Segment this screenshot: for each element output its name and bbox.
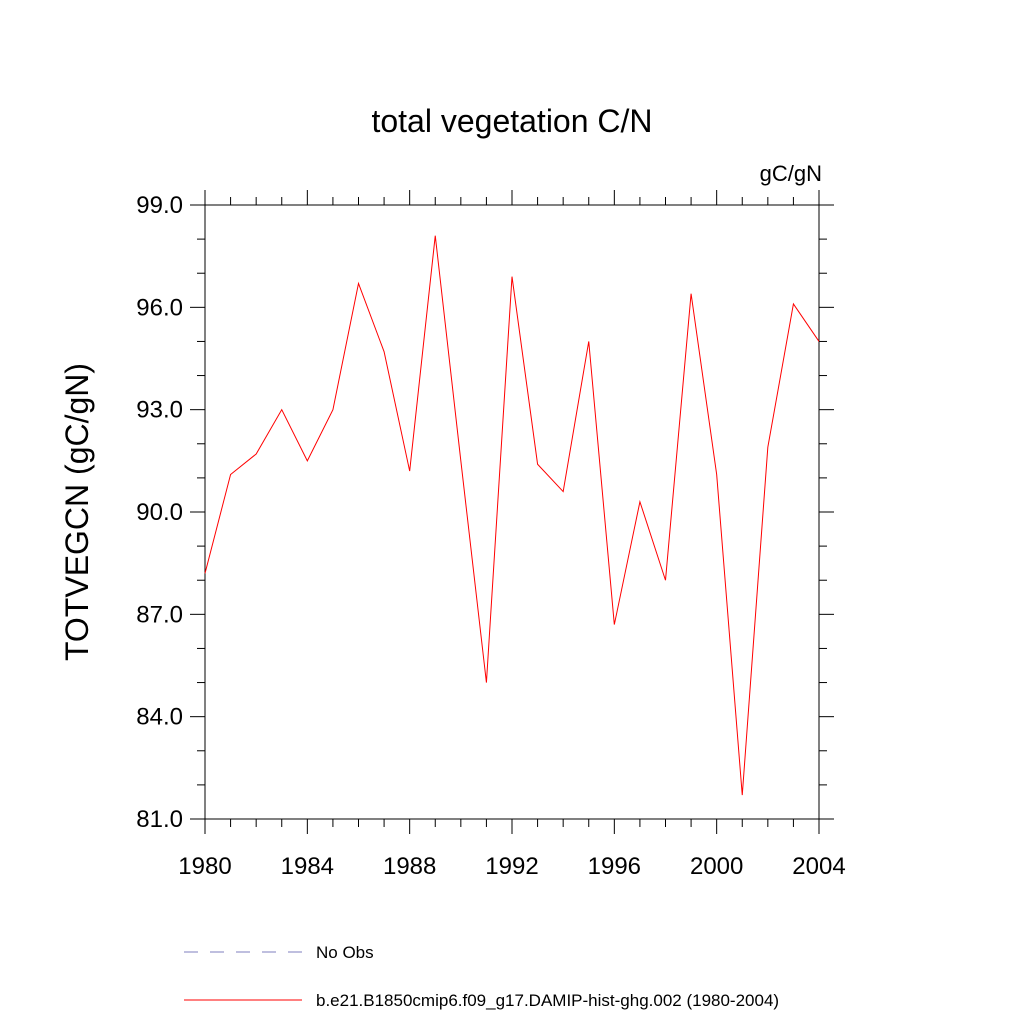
- y-axis: 81.0 84.0 87.0 90.0 93.0 96.0 99.0: [136, 192, 834, 833]
- y-axis-label: TOTVEGCN (gC/gN): [59, 363, 95, 661]
- x-tick-label: 2004: [792, 853, 845, 880]
- x-tick-label: 1988: [383, 853, 436, 880]
- legend: No Obs b.e21.B1850cmip6.f09_g17.DAMIP-his…: [184, 943, 779, 1010]
- x-tick-label: 1984: [281, 853, 334, 880]
- y-tick-label: 99.0: [136, 192, 183, 219]
- x-tick-label: 1980: [178, 853, 231, 880]
- y-tick-label: 96.0: [136, 294, 183, 321]
- y-tick-label: 90.0: [136, 499, 183, 526]
- x-tick-label: 2000: [690, 853, 743, 880]
- y-tick-label: 84.0: [136, 704, 183, 731]
- x-tick-label: 1992: [485, 853, 538, 880]
- plot-frame: [204, 204, 820, 820]
- y-tick-label: 87.0: [136, 601, 183, 628]
- x-tick-label: 1996: [588, 853, 641, 880]
- y-tick-label: 81.0: [136, 806, 183, 833]
- legend-label: b.e21.B1850cmip6.f09_g17.DAMIP-hist-ghg.…: [316, 991, 779, 1010]
- series-line: [204, 235, 820, 796]
- series-layer: [204, 235, 820, 796]
- chart-title: total vegetation C/N: [371, 103, 652, 139]
- plot-area: [204, 204, 820, 820]
- y-tick-label: 93.0: [136, 397, 183, 424]
- units-label: gC/gN: [760, 161, 822, 186]
- x-axis: 1980 1984 1988 1992 1996 2000 2004: [178, 190, 846, 880]
- legend-label: No Obs: [316, 943, 374, 962]
